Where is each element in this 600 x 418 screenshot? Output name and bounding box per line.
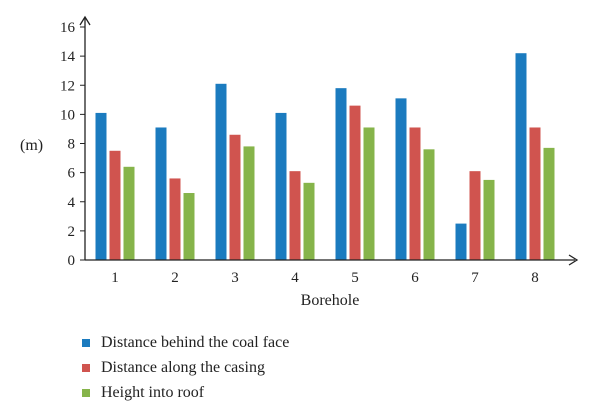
legend-item: Distance behind the coal face xyxy=(82,330,289,355)
bar xyxy=(363,127,375,260)
bar xyxy=(423,149,435,260)
x-tick-label: 2 xyxy=(171,270,179,286)
bar xyxy=(123,166,135,260)
bar xyxy=(515,53,527,261)
bar xyxy=(529,127,541,260)
y-axis-title: (m) xyxy=(20,137,43,154)
y-tick-label: 0 xyxy=(68,253,76,269)
y-tick-label: 12 xyxy=(60,78,75,94)
legend-swatch xyxy=(82,363,90,372)
bar xyxy=(275,112,287,260)
y-tick-group: 0 2 4 6 8 10 12 14 16 xyxy=(60,20,85,269)
bar xyxy=(183,193,195,260)
x-tick-label: 3 xyxy=(231,270,239,286)
x-tick-label: 4 xyxy=(291,270,299,286)
legend-swatch xyxy=(82,338,90,347)
y-tick-label: 6 xyxy=(68,166,76,182)
legend-swatch xyxy=(82,388,90,397)
bar xyxy=(483,179,495,260)
x-tick-label: 5 xyxy=(351,270,359,286)
bar xyxy=(335,88,347,260)
bar xyxy=(109,150,121,260)
bar xyxy=(229,134,241,260)
bar xyxy=(155,127,167,260)
legend-item: Distance along the casing xyxy=(82,355,289,380)
bar xyxy=(349,105,361,260)
bar xyxy=(289,171,301,260)
y-tick-label: 16 xyxy=(60,20,76,36)
bar xyxy=(215,83,227,260)
bar xyxy=(469,171,481,260)
bar xyxy=(303,182,315,260)
x-tick-label: 1 xyxy=(111,270,119,286)
bar xyxy=(169,178,181,260)
x-tick-group: 1 2 3 4 5 6 7 8 xyxy=(111,270,539,286)
bar xyxy=(543,147,555,260)
y-axis-arrow xyxy=(79,15,91,26)
x-tick-label: 7 xyxy=(471,270,479,286)
bar xyxy=(455,223,467,260)
x-tick-label: 8 xyxy=(531,270,539,286)
legend-label: Distance along the casing xyxy=(101,358,265,376)
legend: Distance behind the coal face Distance a… xyxy=(82,330,289,405)
bar xyxy=(395,98,407,260)
y-tick-label: 2 xyxy=(68,224,76,240)
x-axis-arrow xyxy=(568,254,579,266)
x-tick-label: 6 xyxy=(411,270,419,286)
y-tick-label: 14 xyxy=(60,49,76,65)
bar xyxy=(243,146,255,260)
legend-item: Height into roof xyxy=(82,380,289,405)
y-tick-label: 4 xyxy=(68,195,76,211)
x-axis-title: Borehole xyxy=(301,292,360,309)
bar-group xyxy=(95,53,555,261)
legend-label: Distance behind the coal face xyxy=(101,333,290,351)
bar xyxy=(409,127,421,260)
legend-label: Height into roof xyxy=(101,383,205,401)
y-tick-label: 10 xyxy=(60,107,75,123)
y-tick-label: 8 xyxy=(68,137,76,153)
bar xyxy=(95,112,107,260)
